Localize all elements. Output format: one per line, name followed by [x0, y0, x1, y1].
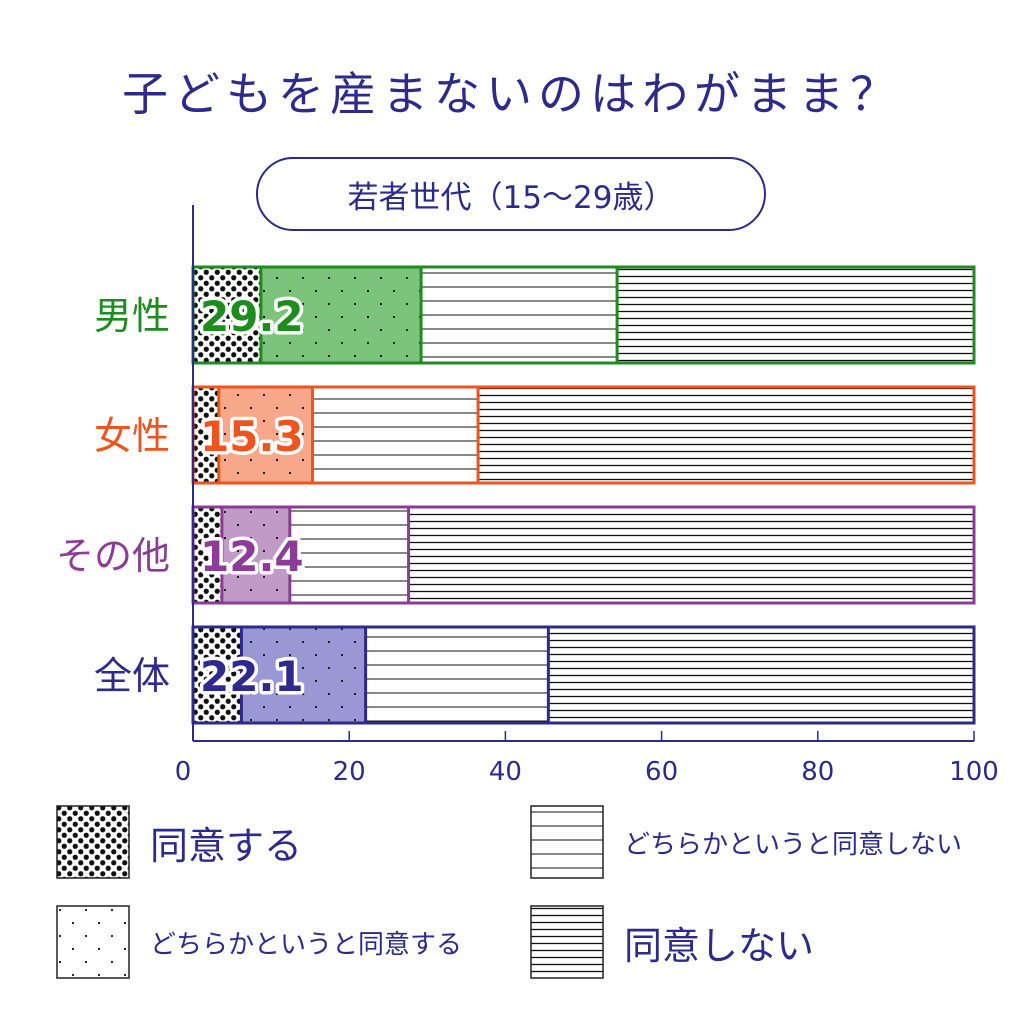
data-label: 22.1 [200, 652, 304, 701]
legend-item-4: 同意しない [530, 905, 814, 979]
category-label: その他 [56, 534, 170, 578]
category-label: 男性 [94, 294, 170, 338]
category-label: 女性 [94, 414, 170, 458]
bar-segment-4-2 [239, 627, 366, 723]
legend-swatch [530, 905, 604, 979]
legend-label: どちらかというと同意しない [624, 829, 963, 860]
x-tick-label: 100 [949, 757, 999, 787]
bar-segment-4-4 [546, 627, 974, 723]
bar-segment-2-4 [476, 387, 974, 483]
legend-item-1: 同意する [56, 805, 302, 879]
bar-segment-3-2 [220, 507, 290, 603]
chart-subtitle-text: 若者世代（15～29歳） [347, 179, 675, 216]
bar-segment-4-3 [364, 627, 549, 723]
legend-item-2: どちらかというと同意する [56, 905, 462, 979]
x-tick-label: 60 [645, 757, 678, 787]
legend-item-3: どちらかというと同意しない [530, 805, 962, 879]
bar-segment-3-3 [288, 507, 409, 603]
legend-label: 同意しない [624, 923, 815, 968]
bar-segment-1-4 [615, 267, 974, 363]
bar-segment-2-3 [310, 387, 479, 483]
bar-segment-1-1 [193, 267, 261, 363]
x-tick-label: 80 [801, 757, 834, 787]
bar-segment-1-3 [419, 267, 618, 363]
legend-label: どちらかというと同意する [150, 929, 463, 960]
legend-label: 同意する [150, 823, 303, 868]
x-tick-label: 40 [489, 757, 522, 787]
data-label: 12.4 [200, 532, 304, 581]
data-label: 29.2 [200, 292, 304, 341]
chart-title: 子どもを産まないのはわがまま？ [122, 67, 902, 121]
legend-swatch [530, 805, 604, 879]
bar-segment-2-2 [217, 387, 313, 483]
chart-subtitle: 若者世代（15～29歳） [256, 157, 766, 231]
bar-segment-3-4 [407, 507, 974, 603]
legend-swatch [56, 905, 130, 979]
legend-swatch [56, 805, 130, 879]
category-label: 全体 [94, 654, 170, 698]
x-tick-label: 0 [175, 757, 192, 787]
bar-segment-4-1 [193, 627, 242, 723]
bar-segment-3-1 [193, 507, 222, 603]
bar-segment-1-2 [259, 267, 422, 363]
x-tick-label: 20 [333, 757, 366, 787]
bar-segment-2-1 [193, 387, 219, 483]
data-label: 15.3 [200, 412, 304, 461]
